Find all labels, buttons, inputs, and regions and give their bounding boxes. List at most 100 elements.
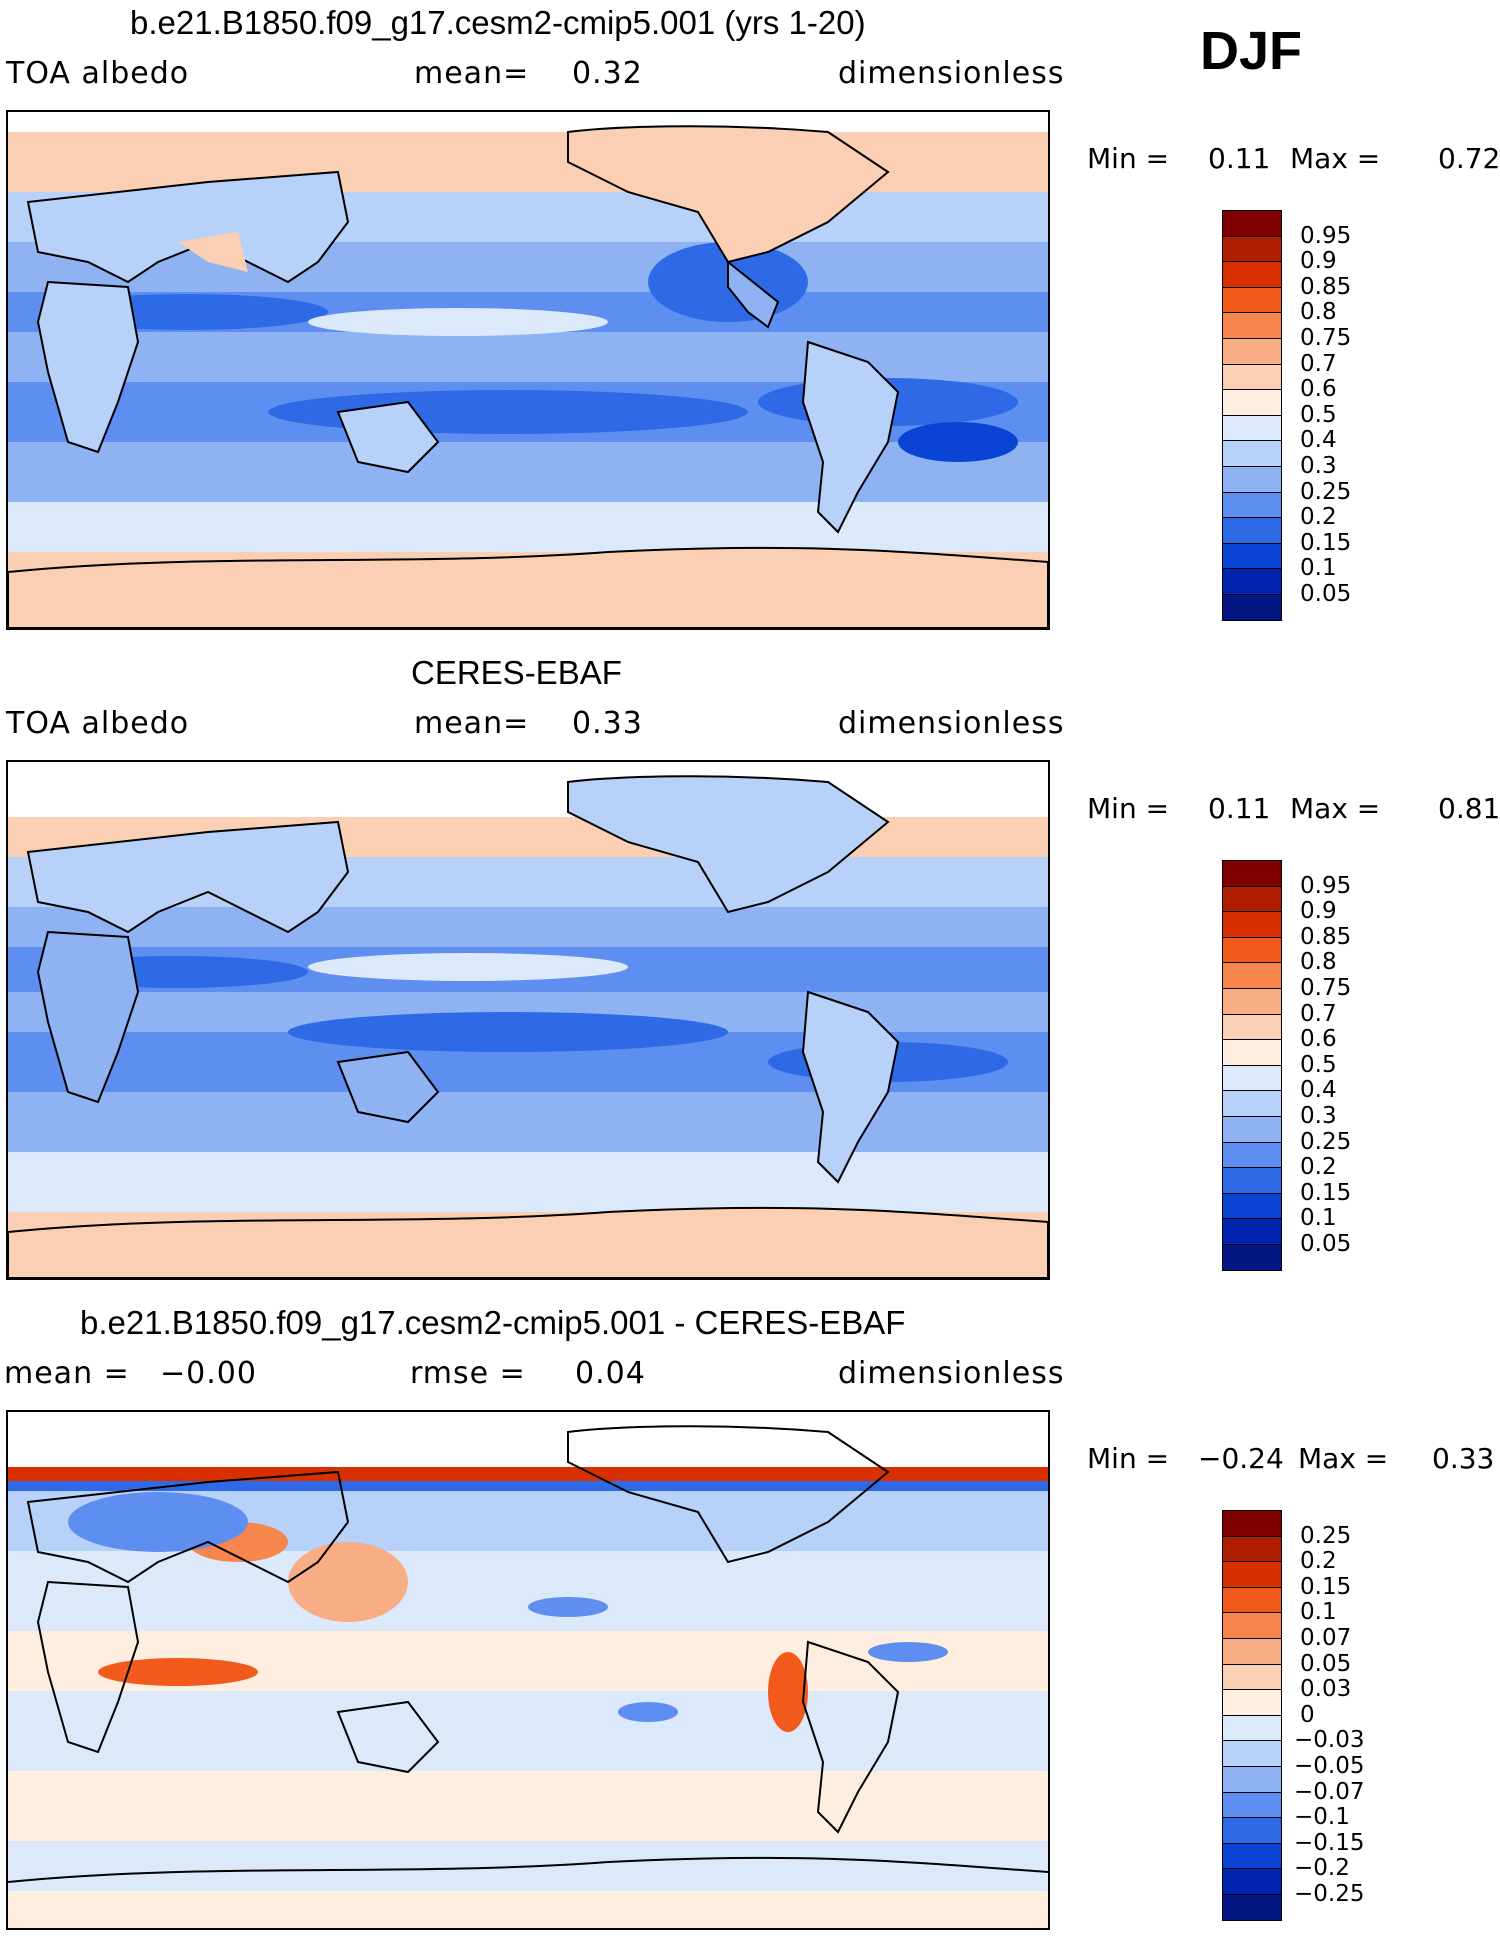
panel3-map [6, 1410, 1050, 1930]
colorbar-label: 0.2 [1300, 504, 1337, 531]
colorbar-label: 0.7 [1300, 1000, 1337, 1027]
colorbar-swatch [1222, 936, 1282, 964]
panel2-mean-value: 0.33 [572, 706, 643, 741]
colorbar-label: −0.05 [1294, 1753, 1365, 1779]
colorbar-swatch [1222, 1868, 1282, 1895]
panel1-units: dimensionless [838, 56, 1065, 91]
panel2-max-label: Max = [1290, 792, 1381, 825]
colorbar-swatch [1222, 1689, 1282, 1716]
panel2-max-value: 0.81 [1438, 792, 1500, 825]
colorbar-label: 0.05 [1300, 581, 1352, 607]
colorbar-swatch [1222, 1192, 1282, 1220]
panel3-colorbar: 0.25 0.2 0.15 0.1 0.07 0.05 0.03 0 −0.03 −0.05 −0.… [1222, 1510, 1364, 1921]
colorbar-swatch [1222, 1740, 1282, 1767]
panel2-colorbar: 0.95 0.9 0.85 0.8 0.75 0.7 0.6 0.5 0.4 0.3 0.25 0.2… [1222, 860, 1351, 1271]
colorbar-label: 0.5 [1300, 401, 1337, 428]
colorbar-label: 0.03 [1300, 1676, 1352, 1703]
colorbar-swatch [1222, 363, 1282, 391]
colorbar-swatch [1222, 885, 1282, 913]
panel1-mean-value: 0.32 [572, 56, 643, 91]
colorbar-label: 0.1 [1300, 555, 1337, 582]
colorbar-swatch [1222, 235, 1282, 263]
colorbar-label: 0.95 [1300, 222, 1352, 249]
panel3-min-label: Min = [1087, 1442, 1170, 1475]
colorbar-swatch [1222, 1817, 1282, 1844]
colorbar-label: 0.05 [1300, 1231, 1352, 1257]
panel2-map [6, 760, 1050, 1280]
colorbar-label: −0.1 [1294, 1804, 1350, 1831]
colorbar-label: 0.2 [1300, 1548, 1337, 1575]
colorbar-label: −0.03 [1294, 1727, 1365, 1754]
colorbar-swatch [1222, 1894, 1282, 1921]
colorbar-label: 0.95 [1300, 872, 1352, 899]
colorbar-label: −0.2 [1294, 1855, 1350, 1882]
panel1-min-value: 0.11 [1208, 142, 1271, 175]
colorbar-swatch [1222, 1714, 1282, 1742]
colorbar-swatch [1222, 1090, 1282, 1117]
colorbar-label: 0.15 [1300, 529, 1352, 556]
colorbar-swatch [1222, 594, 1282, 621]
panel3-rmse-label: rmse = [410, 1356, 526, 1391]
colorbar-swatch [1222, 338, 1282, 365]
colorbar-label: −0.15 [1294, 1829, 1365, 1856]
colorbar-swatch [1222, 1535, 1282, 1563]
panel1-map-svg [8, 112, 1048, 628]
colorbar-swatch [1222, 1141, 1282, 1169]
colorbar-label: 0.85 [1300, 273, 1352, 300]
colorbar-swatch [1222, 389, 1282, 416]
colorbar-swatch [1222, 1039, 1282, 1066]
colorbar-label: 0.1 [1300, 1599, 1337, 1626]
panel2-units: dimensionless [838, 706, 1065, 741]
colorbar-swatch [1222, 1842, 1282, 1870]
colorbar-label: 0.5 [1300, 1051, 1337, 1078]
panel3-map-svg [8, 1412, 1048, 1928]
colorbar-swatch [1222, 1064, 1282, 1092]
colorbar-label: 0.25 [1300, 1128, 1352, 1155]
panel3-max-label: Max = [1298, 1442, 1389, 1475]
colorbar-swatch [1222, 988, 1282, 1015]
colorbar-swatch [1222, 568, 1282, 595]
panel2-min-value: 0.11 [1208, 792, 1271, 825]
panel3-title: b.e21.B1850.f09_g17.cesm2-cmip5.001 - CE… [80, 1304, 906, 1341]
panel3-max-value: 0.33 [1432, 1442, 1495, 1475]
colorbar-swatch [1222, 962, 1282, 989]
colorbar-swatch [1222, 1013, 1282, 1041]
colorbar-swatch [1222, 312, 1282, 339]
colorbar-swatch [1222, 1218, 1282, 1245]
panel2-title: CERES-EBAF [411, 654, 622, 691]
colorbar-swatch [1222, 1167, 1282, 1194]
colorbar-label: 0.05 [1300, 1650, 1352, 1677]
colorbar-label: 0.9 [1300, 248, 1337, 275]
season-label: DJF [1200, 21, 1303, 81]
colorbar-swatch [1222, 261, 1282, 288]
colorbar-label: −0.25 [1294, 1881, 1365, 1907]
colorbar-label: 0.75 [1300, 325, 1352, 351]
panel1-map [6, 110, 1050, 630]
panel1-max-label: Max = [1290, 142, 1381, 175]
colorbar-label: 0.7 [1300, 350, 1337, 377]
colorbar-swatch [1222, 911, 1282, 938]
colorbar-label: 0.6 [1300, 1026, 1337, 1053]
colorbar-label: 0.8 [1300, 299, 1337, 326]
colorbar-swatch [1222, 542, 1282, 570]
colorbar-swatch [1222, 517, 1282, 544]
colorbar-label: 0.2 [1300, 1154, 1337, 1181]
panel1-max-value: 0.72 [1438, 142, 1500, 175]
colorbar-swatch [1222, 440, 1282, 467]
colorbar-swatch [1222, 1244, 1282, 1271]
panel3-min-value: −0.24 [1198, 1442, 1284, 1475]
panel2-variable: TOA albedo [6, 706, 190, 741]
colorbar-label: 0.25 [1300, 478, 1352, 505]
colorbar-swatch [1222, 210, 1282, 237]
panel3-mean-label: mean = [4, 1356, 130, 1391]
colorbar-label: 0.85 [1300, 923, 1352, 950]
colorbar-swatch [1222, 1791, 1282, 1819]
panel1-mean-label: mean= [414, 56, 530, 91]
colorbar-label: 0.9 [1300, 898, 1337, 925]
colorbar-label: 0 [1300, 1701, 1315, 1728]
panel3-units: dimensionless [838, 1356, 1065, 1391]
panel3-rmse-value: 0.04 [575, 1356, 646, 1391]
panel1-min-label: Min = [1087, 142, 1170, 175]
colorbar-label: 0.1 [1300, 1205, 1337, 1232]
colorbar-swatch [1222, 466, 1282, 493]
